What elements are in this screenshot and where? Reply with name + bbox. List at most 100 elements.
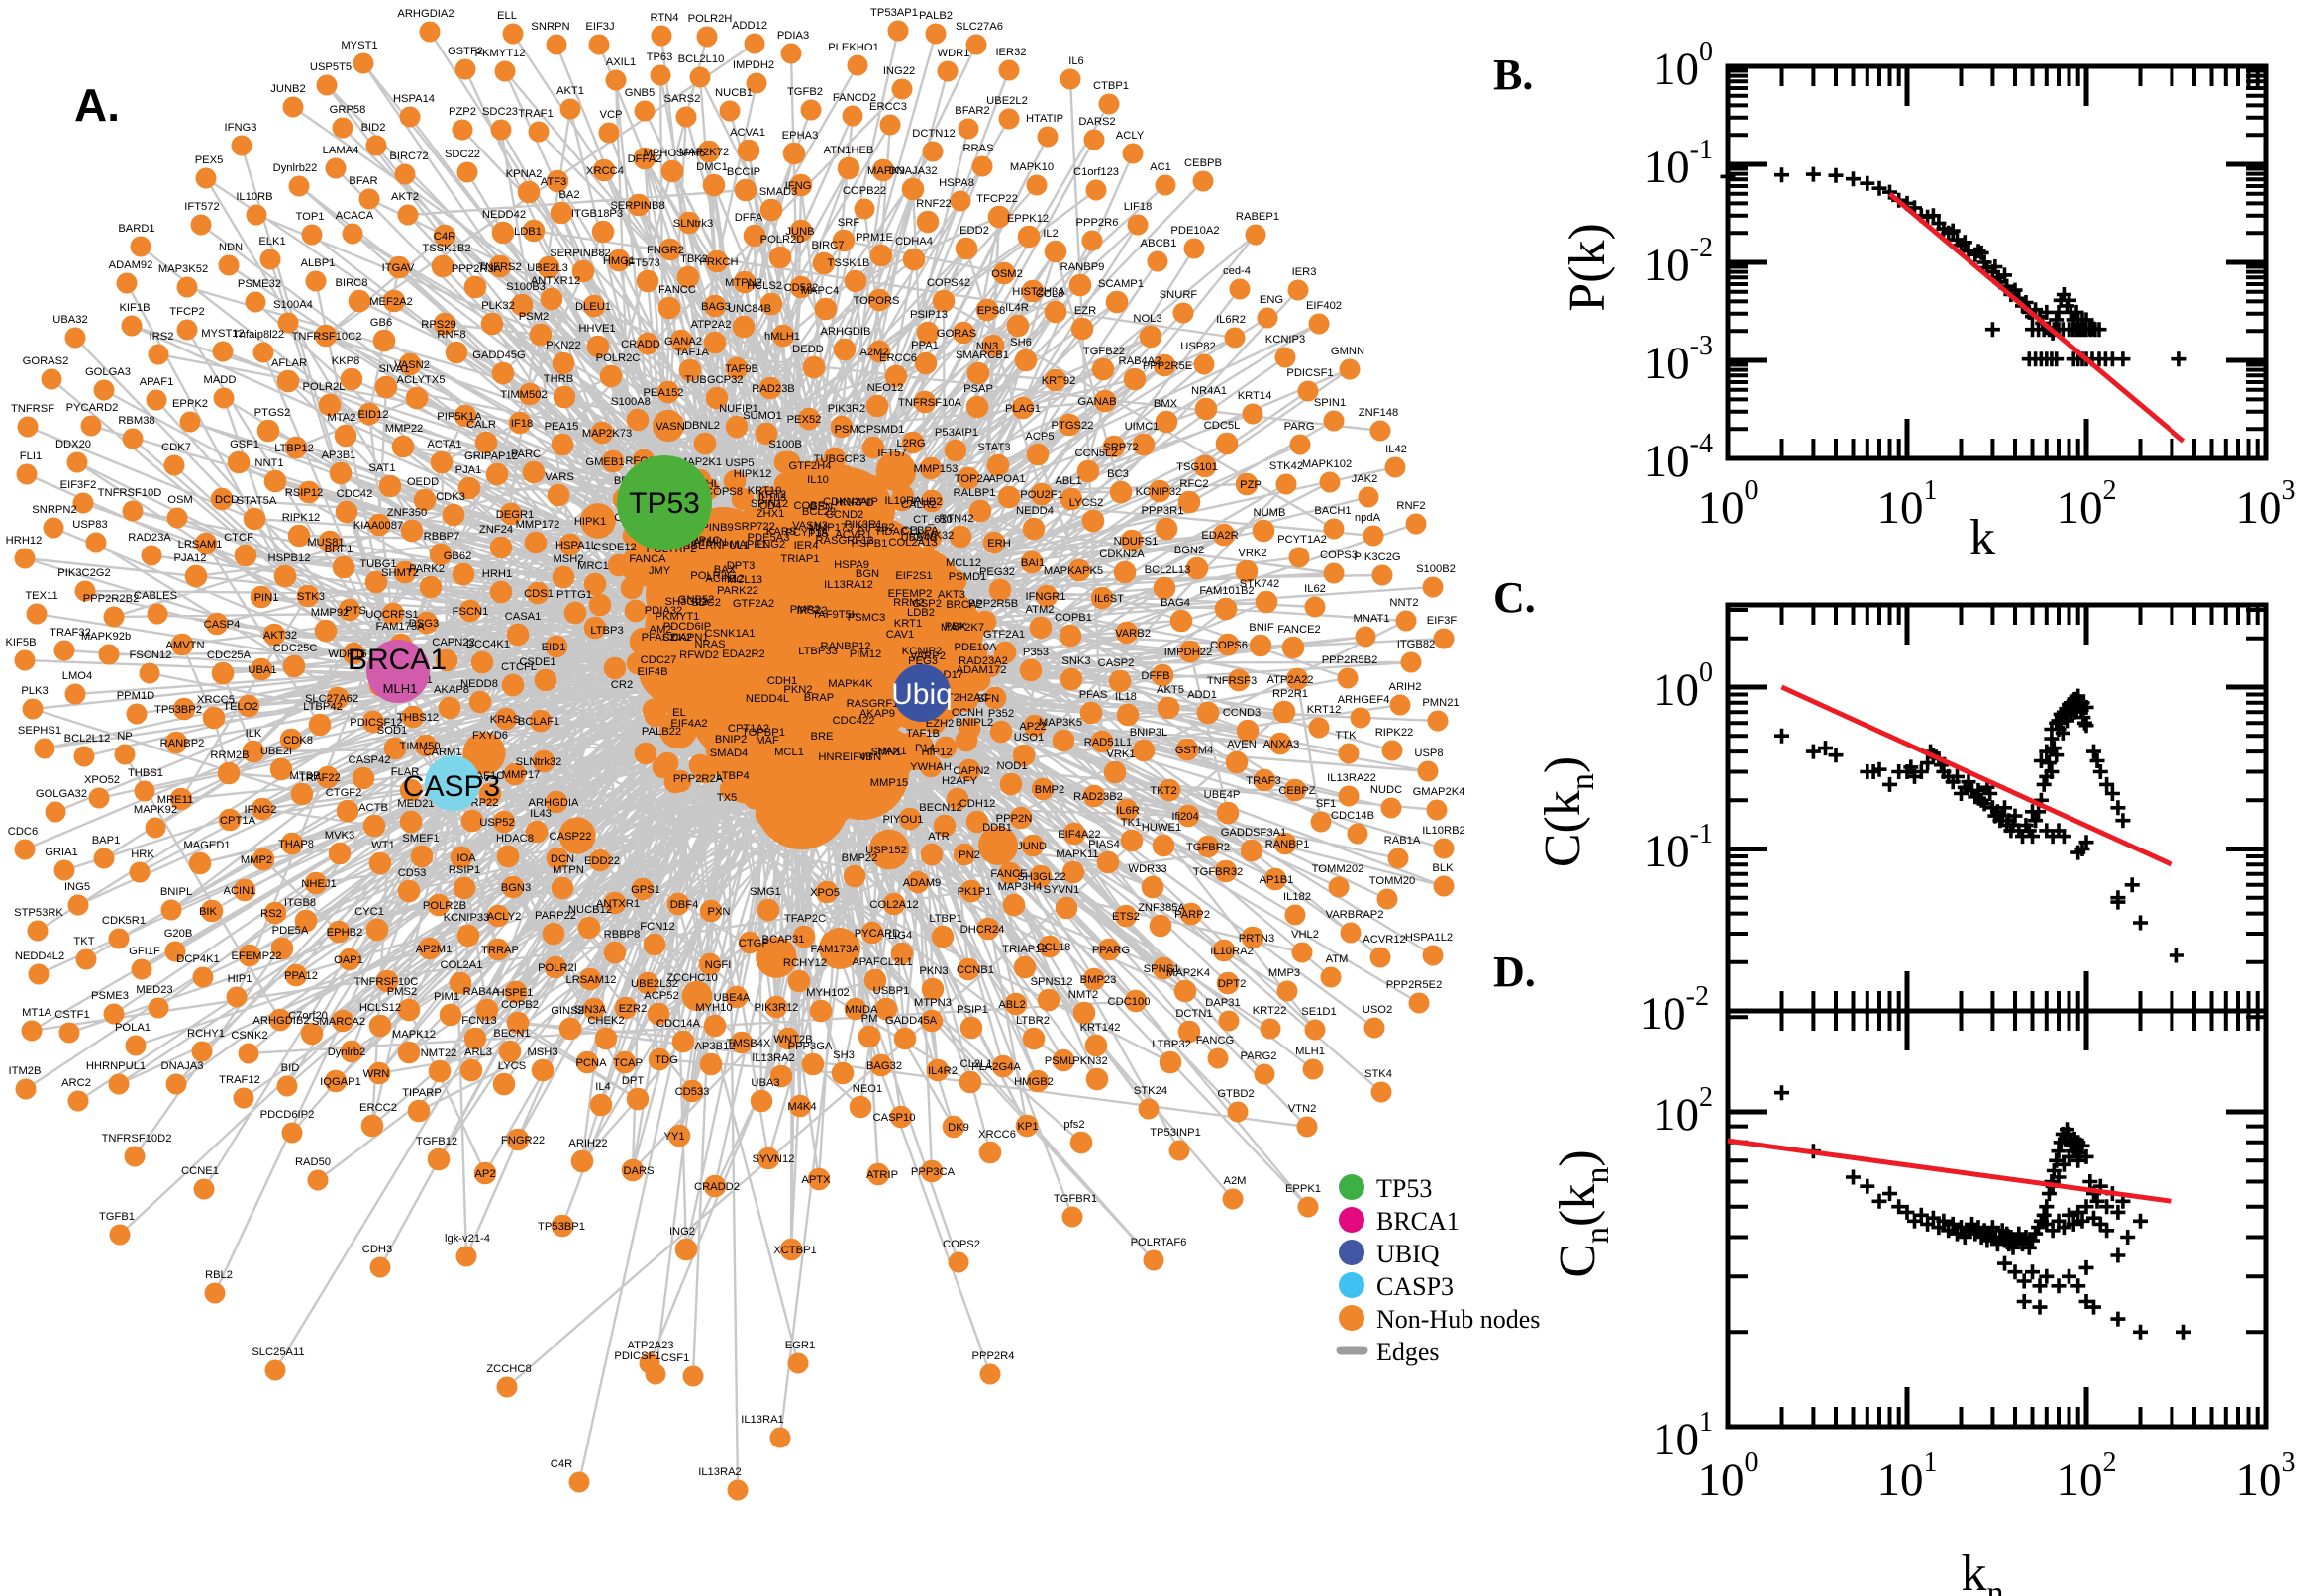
svg-text:RBBP8: RBBP8 (604, 929, 641, 941)
svg-text:GMAP2K4: GMAP2K4 (1413, 786, 1465, 798)
svg-text:EIF2S1: EIF2S1 (895, 570, 932, 582)
svg-text:RRM2B: RRM2B (210, 749, 249, 761)
svg-text:PPP2R5E2: PPP2R5E2 (1386, 979, 1443, 991)
svg-text:BCL2L10: BCL2L10 (678, 53, 725, 65)
svg-text:GSN: GSN (809, 501, 833, 513)
svg-text:KRT10: KRT10 (748, 485, 782, 497)
svg-text:USP8: USP8 (1414, 748, 1443, 759)
svg-text:PFAS: PFAS (1079, 689, 1108, 701)
svg-text:WNT2B: WNT2B (773, 1034, 812, 1046)
svg-text:POLRTAF6: POLRTAF6 (1131, 1237, 1187, 1248)
svg-text:KRT12: KRT12 (1307, 704, 1342, 716)
svg-text:SMG1: SMG1 (750, 886, 781, 898)
svg-text:THRB: THRB (544, 373, 573, 385)
svg-text:HCLS12: HCLS12 (359, 1002, 401, 1014)
svg-text:PPP2R5B: PPP2R5B (968, 598, 1018, 610)
svg-text:ATM2: ATM2 (1025, 604, 1054, 616)
svg-text:S100A4: S100A4 (273, 299, 313, 311)
svg-text:ITGB82: ITGB82 (1397, 639, 1436, 650)
svg-text:BRCA2: BRCA2 (946, 599, 982, 611)
svg-text:IFNGR1: IFNGR1 (1025, 591, 1065, 603)
svg-text:TP53: TP53 (1376, 1174, 1432, 1203)
svg-text:UBA1: UBA1 (248, 664, 276, 676)
svg-text:BRAP: BRAP (804, 692, 834, 704)
svg-text:CCND3: CCND3 (1223, 707, 1262, 719)
svg-text:MMP3: MMP3 (1268, 967, 1300, 979)
svg-text:CSTF1: CSTF1 (54, 1009, 89, 1021)
svg-text:PTTG1: PTTG1 (556, 589, 592, 601)
svg-text:PKMYT12: PKMYT12 (475, 48, 526, 59)
svg-text:BFAR2: BFAR2 (955, 105, 989, 117)
svg-text:BCL22: BCL22 (802, 506, 836, 518)
svg-text:CD533: CD533 (675, 1086, 710, 1098)
svg-text:NUCB12: NUCB12 (568, 904, 612, 916)
svg-text:FSCN1: FSCN1 (453, 606, 489, 618)
svg-text:CDC14A: CDC14A (656, 1018, 701, 1030)
svg-text:COPB1: COPB1 (1055, 612, 1092, 624)
svg-text:TIPARP: TIPARP (402, 1087, 442, 1099)
svg-text:USO1: USO1 (1014, 732, 1044, 744)
svg-text:EIF402: EIF402 (1306, 300, 1342, 312)
svg-text:CASP2: CASP2 (1098, 657, 1135, 669)
svg-text:HSPB1: HSPB1 (852, 538, 888, 549)
svg-text:CSDE1: CSDE1 (519, 656, 556, 668)
svg-text:CDKN2A: CDKN2A (1099, 549, 1145, 560)
svg-text:G20B: G20B (164, 928, 193, 940)
svg-text:RTN4: RTN4 (650, 12, 678, 24)
svg-text:CASA1: CASA1 (505, 611, 542, 623)
svg-text:LTBR2: LTBR2 (1016, 1015, 1050, 1027)
svg-text:TGFB22: TGFB22 (1083, 346, 1125, 357)
svg-text:XPO52: XPO52 (84, 774, 120, 786)
svg-text:BCL2L13: BCL2L13 (1145, 564, 1191, 576)
svg-text:TBK2: TBK2 (680, 253, 708, 265)
svg-text:ITM2B: ITM2B (9, 1065, 42, 1077)
svg-text:PPP3GA: PPP3GA (788, 1041, 833, 1052)
svg-text:ATP2A2: ATP2A2 (691, 319, 732, 331)
svg-text:SMN1: SMN1 (870, 747, 901, 758)
svg-text:CCL3: CCL3 (1036, 288, 1064, 300)
svg-text:B.: B. (1493, 50, 1533, 99)
svg-text:PDE10A2: PDE10A2 (1170, 225, 1219, 237)
svg-text:IL42: IL42 (1385, 444, 1407, 455)
svg-text:IFT57: IFT57 (877, 448, 906, 459)
svg-text:P14: P14 (915, 743, 935, 754)
svg-text:KARS: KARS (766, 526, 796, 538)
svg-text:OAP1: OAP1 (334, 954, 363, 966)
svg-text:ZNF350: ZNF350 (387, 507, 427, 519)
svg-text:TSSK1B: TSSK1B (828, 257, 870, 269)
svg-text:TFCP2: TFCP2 (169, 306, 204, 318)
svg-text:SLNtrk3: SLNtrk3 (673, 218, 713, 230)
svg-text:ATP2A22: ATP2A22 (1266, 674, 1313, 686)
svg-text:DFFB: DFFB (1141, 670, 1169, 682)
svg-text:THBS12: THBS12 (397, 712, 439, 724)
svg-text:ACTA1: ACTA1 (427, 439, 461, 450)
svg-text:TSSK1B2: TSSK1B2 (422, 243, 470, 254)
svg-text:HIP1: HIP1 (228, 973, 252, 985)
svg-text:BGN2: BGN2 (1174, 545, 1204, 556)
svg-text:TAF9T5H: TAF9T5H (812, 609, 859, 621)
svg-text:ING22: ING22 (883, 65, 915, 77)
svg-text:C(kn): C(kn) (1535, 756, 1601, 867)
svg-text:GANA2: GANA2 (664, 336, 702, 348)
svg-text:PPP3CA: PPP3CA (911, 1166, 956, 1178)
svg-text:PFAS2: PFAS2 (642, 632, 676, 644)
svg-text:WDR33: WDR33 (1128, 863, 1166, 875)
svg-text:NEDD42: NEDD42 (482, 209, 526, 221)
svg-text:PTS: PTS (345, 605, 366, 617)
svg-text:SHMT2: SHMT2 (381, 567, 419, 579)
svg-text:CRADD: CRADD (621, 339, 660, 350)
svg-text:TGFBR2: TGFBR2 (1186, 842, 1230, 853)
svg-text:IL10RB2: IL10RB2 (1422, 825, 1465, 837)
svg-text:GB62: GB62 (444, 550, 472, 562)
svg-text:TFCP22: TFCP22 (976, 193, 1018, 205)
svg-text:YWHAH: YWHAH (910, 761, 952, 773)
svg-text:MAPK11: MAPK11 (1056, 848, 1098, 860)
svg-text:FCN12: FCN12 (640, 921, 674, 933)
svg-text:VARBRAP2: VARBRAP2 (1326, 909, 1384, 921)
svg-text:RBM38: RBM38 (118, 415, 154, 427)
svg-text:CCND2: CCND2 (826, 509, 864, 521)
svg-text:DCTN12: DCTN12 (912, 128, 956, 140)
svg-text:PRKCH: PRKCH (699, 256, 738, 268)
svg-text:SH3GL22: SH3GL22 (1017, 871, 1065, 883)
svg-text:MYST12: MYST12 (201, 328, 245, 340)
